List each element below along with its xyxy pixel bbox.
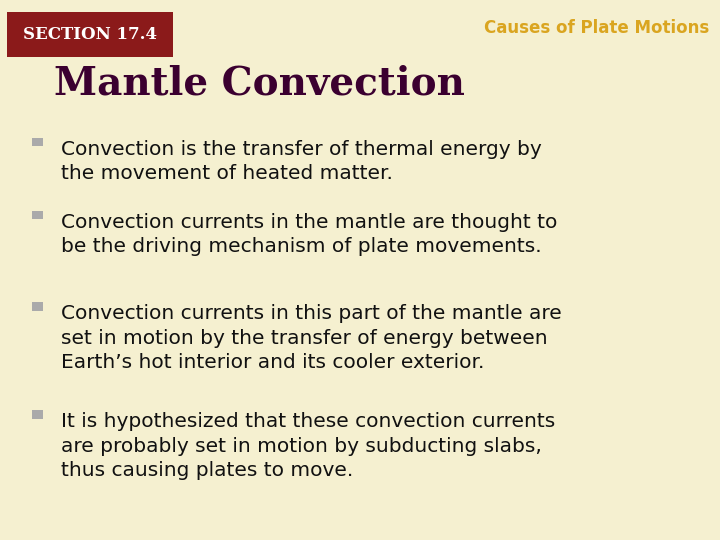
FancyBboxPatch shape [7,12,173,57]
Text: Causes of Plate Motions: Causes of Plate Motions [484,19,709,37]
Text: SECTION 17.4: SECTION 17.4 [23,26,157,43]
Text: Convection is the transfer of thermal energy by
the movement of heated matter.: Convection is the transfer of thermal en… [61,140,542,183]
Text: Convection currents in the mantle are thought to
be the driving mechanism of pla: Convection currents in the mantle are th… [61,213,557,256]
Text: Mantle Convection: Mantle Convection [54,65,465,103]
Bar [32,211,43,219]
Bar [32,302,43,310]
Bar [32,138,43,146]
Text: It is hypothesized that these convection currents
are probably set in motion by : It is hypothesized that these convection… [61,413,555,480]
Text: Convection currents in this part of the mantle are
set in motion by the transfer: Convection currents in this part of the … [61,305,562,372]
Bar [32,410,43,418]
